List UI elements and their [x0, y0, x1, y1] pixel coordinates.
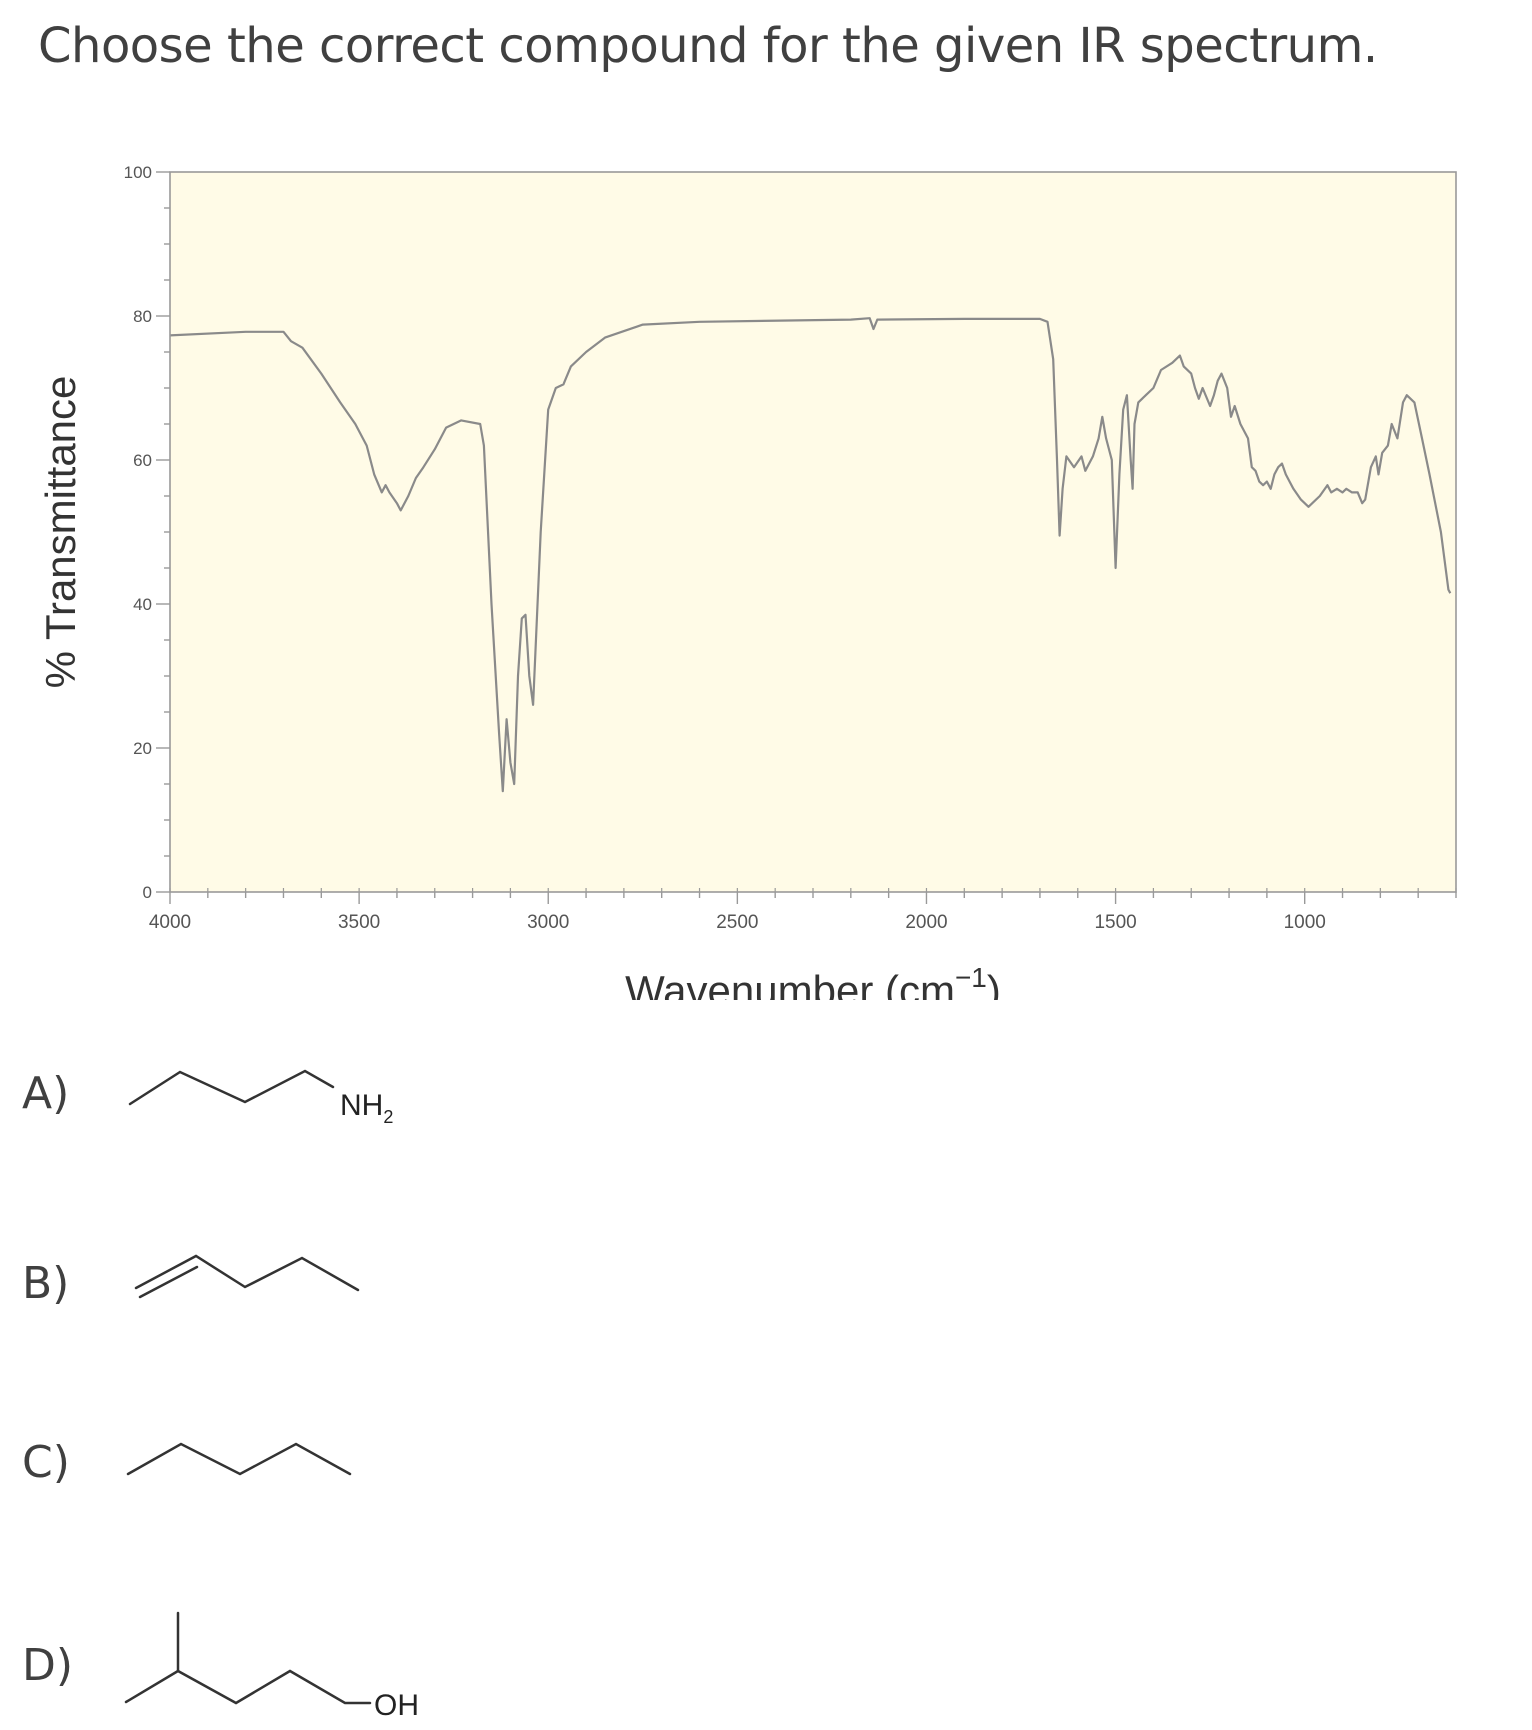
option-a-atom-subscript: 2	[383, 1107, 393, 1127]
x-tick-label: 3500	[338, 912, 380, 933]
x-axis-label-suffix: )	[987, 967, 1001, 1000]
y-tick-label: 20	[133, 739, 152, 758]
axis-ticks	[156, 171, 1457, 904]
y-axis-label: % Transmittance	[37, 376, 84, 689]
x-tick-label: 2500	[716, 912, 758, 933]
y-tick-label: 100	[124, 163, 152, 182]
x-axis-label-main: Wavenumber (cm	[625, 967, 955, 1000]
x-tick-label: 4000	[149, 912, 191, 933]
x-tick-label: 1000	[1284, 912, 1326, 933]
option-d-label[interactable]: D)	[22, 1640, 74, 1691]
option-c-skeleton	[126, 1442, 352, 1476]
tick-labels: 0 20 40 60 80 100 4000 3500 3000 2500 2000 1500 1000	[124, 163, 1326, 933]
plot-frame	[169, 171, 1457, 893]
x-tick-label: 3000	[527, 912, 569, 933]
option-a-atom: NH2	[340, 1089, 393, 1127]
x-axis-label-superscript: −1	[955, 962, 987, 993]
spectrum-line	[169, 317, 1452, 793]
option-b-skeleton	[134, 1254, 360, 1299]
option-a-label[interactable]: A)	[22, 1068, 70, 1119]
option-d-skeleton	[124, 1611, 372, 1705]
x-axis-label: Wavenumber (cm−1)	[625, 962, 1001, 1000]
plot-area	[170, 172, 1456, 892]
y-tick-label: 60	[133, 451, 152, 470]
x-tick-label: 1500	[1094, 912, 1136, 933]
x-tick-label: 2000	[905, 912, 947, 933]
option-d-atom: OH	[374, 1689, 419, 1722]
y-tick-label: 40	[133, 595, 152, 614]
question-text: Choose the correct compound for the give…	[38, 18, 1378, 74]
y-tick-label: 80	[133, 307, 152, 326]
option-a-skeleton	[128, 1069, 335, 1106]
option-a-atom-main: NH	[340, 1089, 383, 1122]
ir-spectrum-chart: 0 20 40 60 80 100 4000 3500 3000 2500 2000 1500 1000…	[37, 163, 1457, 1000]
y-tick-label: 0	[143, 883, 152, 902]
option-c-label[interactable]: C)	[22, 1437, 70, 1488]
option-b-label[interactable]: B)	[22, 1258, 70, 1309]
